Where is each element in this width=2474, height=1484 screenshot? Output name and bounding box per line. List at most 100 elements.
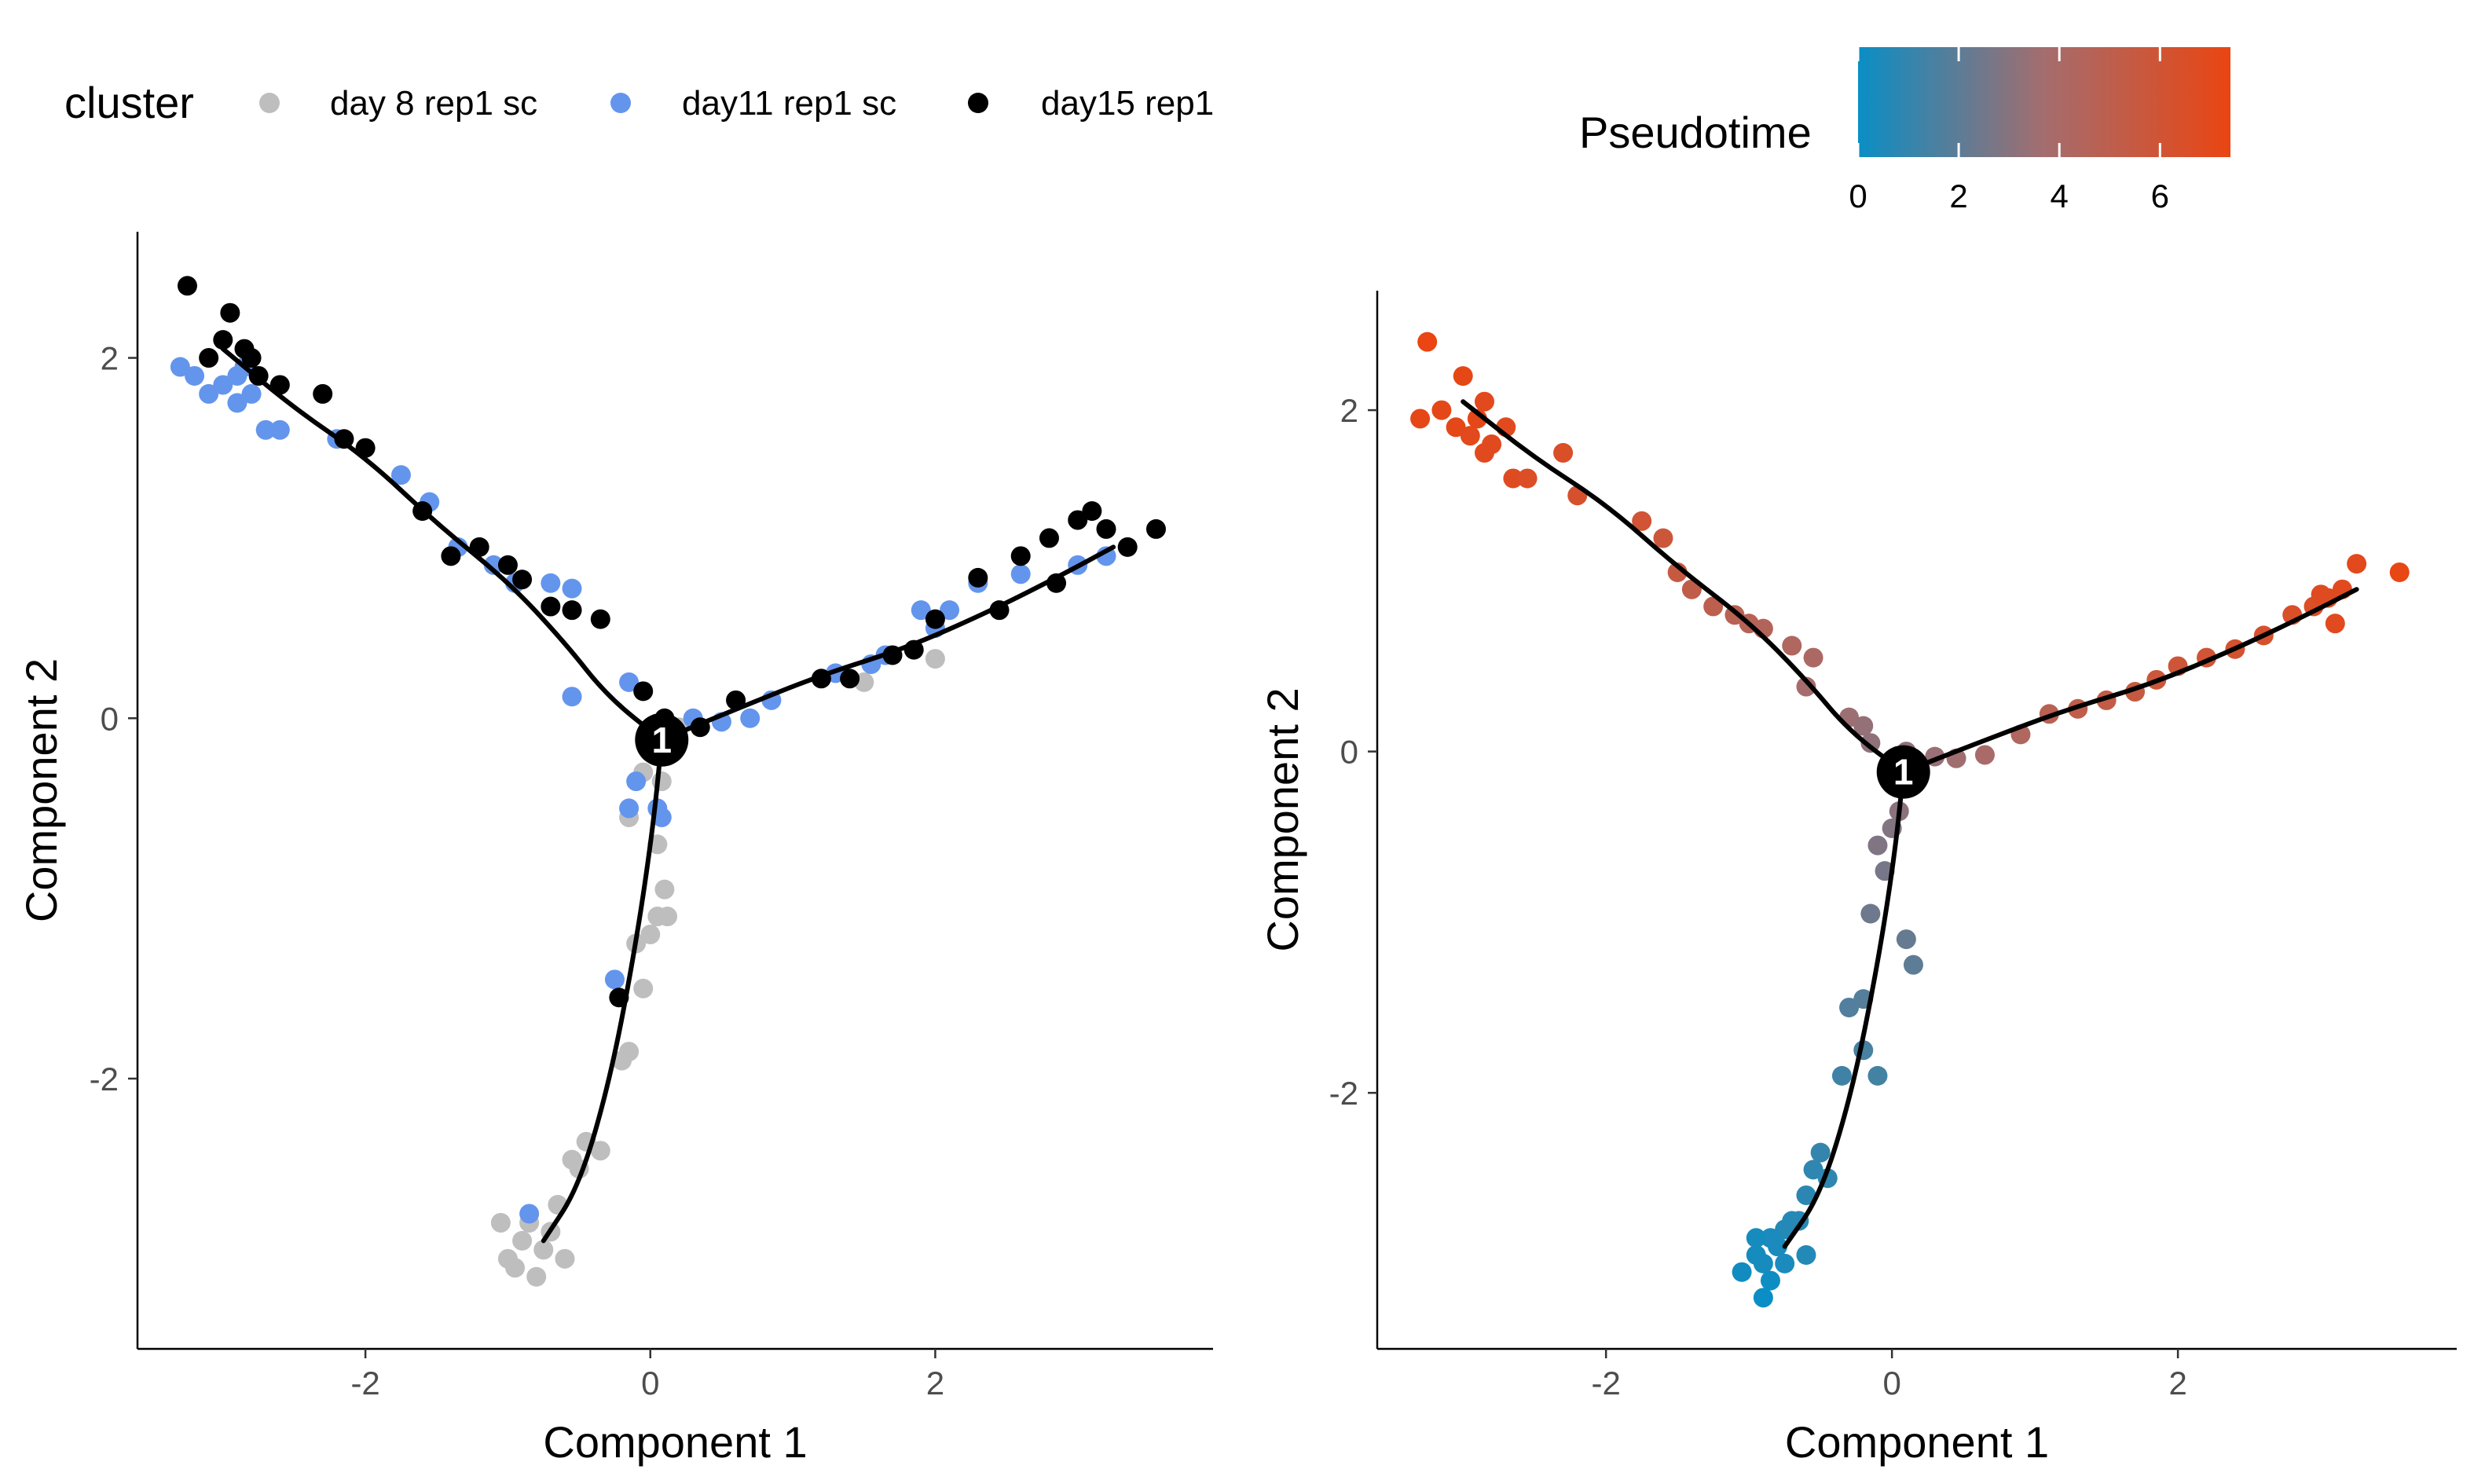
point-day8 [490, 1212, 511, 1233]
point-day11 [483, 555, 504, 575]
point-pseudotime [1553, 442, 1574, 463]
point-pseudotime [2389, 562, 2410, 582]
point-pseudotime [1746, 1245, 1766, 1266]
point-day15 [1068, 510, 1088, 530]
point-day8 [526, 1266, 547, 1287]
point-pseudotime [1839, 997, 1860, 1017]
point-pseudotime [1974, 745, 1995, 765]
point-day8 [590, 1141, 610, 1161]
point-day11 [170, 357, 190, 377]
point-pseudotime [1768, 1237, 1788, 1257]
legend-key-day15 [968, 93, 988, 113]
point-pseudotime [1460, 426, 1480, 446]
point-day15 [220, 302, 240, 323]
point-day15 [1145, 518, 1166, 539]
trajectory-branch [541, 737, 665, 1244]
point-day15 [241, 348, 262, 368]
point-day11 [213, 375, 233, 395]
y-tick-label: -2 [90, 1061, 119, 1097]
point-day11 [227, 393, 247, 413]
trajectory-branch [659, 544, 1116, 742]
point-pseudotime [1831, 1065, 1852, 1086]
pseudotime-legend-title: Pseudotime [1579, 108, 1812, 157]
point-pseudotime [1703, 596, 1724, 617]
point-day11 [940, 600, 960, 621]
point-day15 [925, 609, 945, 629]
point-day15 [1010, 546, 1031, 566]
point-day11 [626, 771, 647, 792]
cluster-legend-title: cluster [64, 78, 194, 127]
point-day11 [1010, 564, 1031, 584]
point-day11 [604, 969, 625, 990]
legend-label-day15: day15 rep1 [1041, 84, 1214, 123]
x-tick-label: 2 [2168, 1365, 2186, 1402]
x-axis-title: Component 1 [543, 1417, 807, 1467]
x-tick-label: 0 [1882, 1365, 1900, 1402]
point-day11 [390, 465, 411, 486]
point-day15 [541, 596, 561, 617]
point-pseudotime [1810, 1142, 1831, 1163]
point-day11 [619, 798, 640, 819]
point-day15 [1117, 537, 1138, 557]
y-axis-title: Component 2 [16, 658, 66, 922]
point-pseudotime [1746, 1228, 1766, 1248]
point-day8 [658, 907, 678, 927]
panel-pseudotime: -2 0 2 -2 0 2 Component 1 Component 2 1 [1258, 291, 2457, 1467]
point-day15 [1096, 518, 1116, 539]
y-tick-label: -2 [1329, 1075, 1358, 1112]
point-pseudotime [2311, 584, 2331, 605]
point-day8 [654, 879, 675, 900]
point-day11 [562, 687, 582, 707]
x-tick-label: 2 [926, 1365, 944, 1402]
point-day11 [519, 1204, 540, 1224]
x-tick-label: 0 [641, 1365, 659, 1402]
point-day15 [177, 276, 197, 296]
point-pseudotime [1446, 417, 1466, 438]
branch-point-label: 1 [1893, 752, 1914, 793]
legend-label-day8: day 8 rep1 sc [330, 84, 537, 123]
point-day15 [633, 681, 654, 702]
trajectory-branch [1900, 587, 2359, 775]
point-day8 [925, 649, 945, 669]
point-pseudotime [1503, 468, 1523, 489]
pseudotime-colorbar [1858, 47, 2230, 157]
point-pseudotime [1474, 442, 1494, 463]
point-day8 [619, 1042, 640, 1062]
point-day11 [199, 383, 219, 404]
point-day11 [562, 578, 582, 599]
colorbar-tick-label: 6 [2151, 178, 2169, 214]
point-pseudotime [1431, 400, 1452, 420]
point-pseudotime [1775, 1253, 1795, 1273]
trajectory-branch [1461, 399, 1906, 775]
trajectory-branch [220, 346, 665, 742]
x-tick-label: -2 [350, 1365, 379, 1402]
legend-key-day8 [259, 93, 280, 113]
point-pseudotime [1753, 1288, 1773, 1308]
point-pseudotime [1860, 903, 1881, 924]
trajectory-branch [1782, 769, 1906, 1249]
point-day15 [562, 600, 582, 621]
point-day15 [512, 570, 533, 590]
point-day8 [512, 1230, 533, 1251]
branch-point-marker [1876, 745, 1930, 799]
point-day11 [185, 365, 205, 386]
point-pseudotime [1867, 1065, 1888, 1086]
point-day11 [740, 708, 761, 728]
point-pseudotime [1517, 468, 1538, 489]
point-day15 [840, 669, 860, 689]
point-pseudotime [1803, 1160, 1823, 1180]
point-pseudotime [2347, 554, 2367, 574]
branch-point-label: 1 [651, 720, 672, 760]
point-day11 [541, 573, 561, 593]
point-pseudotime [1732, 1262, 1752, 1282]
point-pseudotime [1867, 835, 1888, 856]
point-day11 [241, 383, 262, 404]
point-pseudotime [1632, 511, 1652, 531]
point-pseudotime [1860, 733, 1881, 753]
point-pseudotime [1853, 716, 1874, 736]
point-pseudotime [1653, 528, 1673, 548]
y-tick-label: 2 [1340, 392, 1358, 429]
point-pseudotime [1417, 332, 1438, 352]
x-axis-title: Component 1 [1785, 1417, 2049, 1467]
point-day8 [640, 924, 661, 944]
